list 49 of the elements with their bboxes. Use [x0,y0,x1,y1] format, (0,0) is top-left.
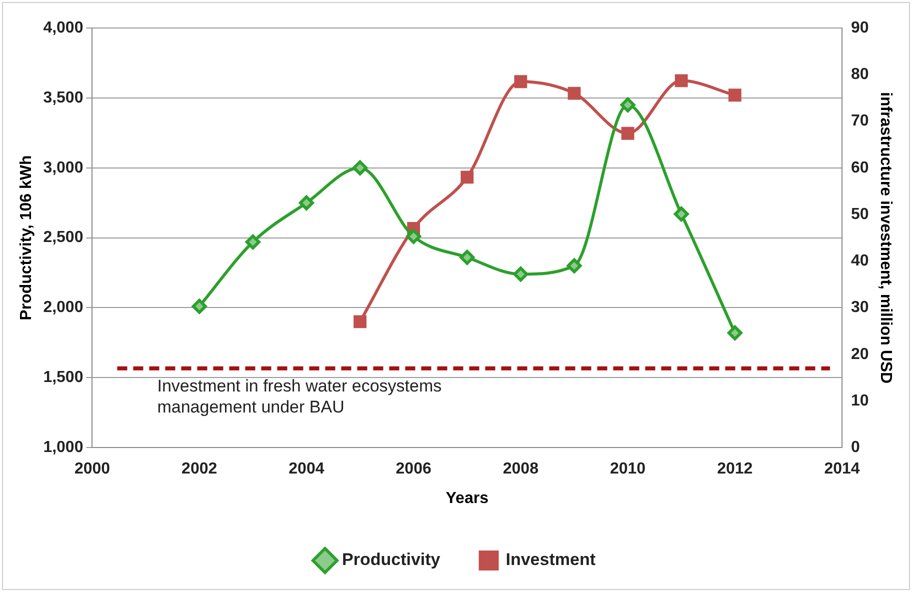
y2-tick-label: 80 [851,66,869,84]
point [192,298,207,314]
point [620,97,636,112]
y-axis-title: Productivity, 106 kWh [18,155,36,320]
point [352,160,368,176]
x-tick-label: 2004 [288,460,324,478]
point [245,234,260,250]
y2-tick-label: 40 [851,252,869,270]
y2-axis-title: infrastructure investment, million USD [876,92,894,384]
point [354,315,366,328]
y-tick-label: 3,000 [43,159,84,176]
legend-label: Investment [506,550,596,570]
y-tick-label: 1,500 [43,369,84,386]
point [727,325,742,340]
point [406,228,422,244]
point [460,250,475,265]
y-tick-label: 2,500 [43,229,84,246]
y2-tick-label: 90 [851,19,869,36]
y-tick-label: 4,000 [43,19,84,36]
point [460,170,474,184]
point [728,88,742,102]
point [566,258,582,274]
y-tick-label: 1,000 [43,439,84,456]
x-tick-label: 2002 [182,460,218,478]
x-tick-label: 2000 [74,460,110,478]
x-axis-title: Years [446,490,489,507]
x-tick-label: 2008 [502,460,539,478]
point [513,266,528,282]
y2-tick-label: 70 [851,112,869,130]
x-tick-label: 2014 [824,460,860,478]
point [621,126,634,140]
point [674,74,688,88]
point [674,206,689,222]
x-tick-label: 2006 [396,460,432,478]
y-tick-label: 2,000 [43,299,84,316]
point [514,75,528,88]
legend-label: Productivity [342,550,441,570]
y2-tick-label: 0 [851,439,860,456]
point [568,86,581,100]
y2-tick-label: 30 [851,299,869,316]
x-tick-label: 2010 [610,460,646,478]
y2-tick-label: 60 [851,159,869,176]
y2-tick-label: 20 [851,346,869,363]
ref-line-label: Investment in fresh water ecosystems management under BAU [157,376,442,417]
y2-tick-label: 10 [851,392,869,410]
y-tick-label: 3,500 [43,89,84,106]
x-tick-label: 2012 [717,460,753,478]
point [298,195,314,210]
y2-tick-label: 50 [851,206,869,223]
